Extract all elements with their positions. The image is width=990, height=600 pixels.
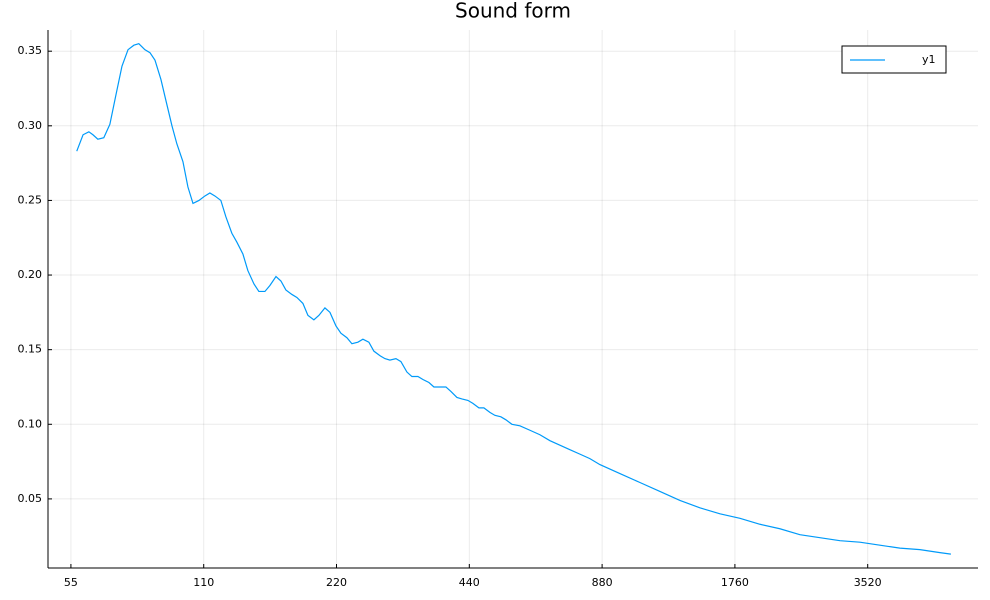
x-tick-label: 220	[326, 576, 347, 589]
x-tick-label: 880	[592, 576, 613, 589]
y-tick-label: 0.25	[18, 193, 43, 206]
line	[76, 43, 951, 555]
legend-label: y1	[922, 53, 936, 66]
x-tick-label: 3520	[854, 576, 882, 589]
y-tick-label: 0.20	[18, 268, 43, 281]
y-tick-label: 0.05	[18, 492, 43, 505]
x-tick-label: 55	[64, 576, 78, 589]
y-tick-label: 0.30	[18, 119, 43, 132]
chart-title: Sound form	[455, 0, 571, 23]
x-tick-label: 110	[193, 576, 214, 589]
x-tick-label: 1760	[721, 576, 749, 589]
y-tick-label: 0.35	[18, 44, 43, 57]
y-tick-label: 0.10	[18, 417, 43, 430]
x-tick-label: 440	[459, 576, 480, 589]
y-tick-label: 0.15	[18, 343, 43, 356]
